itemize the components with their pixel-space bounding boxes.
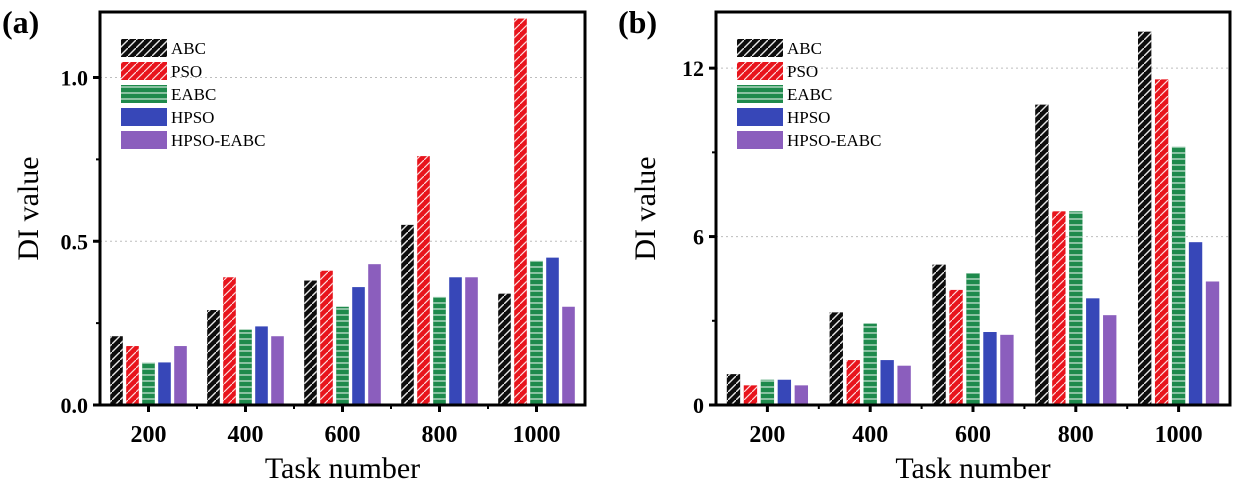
bar-a-abc-400-hatch (207, 310, 220, 405)
bar-a-eabc-1000-hatch (530, 260, 543, 405)
panel-label-b: (b) (618, 4, 657, 40)
bar-b-eabc-1000-hatch (1171, 146, 1186, 405)
bar-a-hpso-eabc-800 (465, 277, 478, 405)
bar-a-pso-1000-hatch (514, 18, 527, 406)
legend-swatch-b-hpso (737, 108, 783, 126)
bar-a-abc-800-hatch (401, 224, 414, 405)
xtick-label-a-200: 200 (131, 422, 167, 448)
bar-b-hpso-eabc-600 (1000, 334, 1014, 405)
bar-b-pso-400-hatch (846, 360, 860, 405)
bar-b-hpso-eabc-1000 (1205, 281, 1220, 405)
ytick-label-b-1: 6 (693, 225, 704, 250)
bar-b-abc-200-hatch (726, 374, 741, 405)
legend-swatch-hatch-b-eabc (737, 85, 783, 103)
bar-b-hpso-eabc-400 (897, 365, 911, 405)
xtick-label-a-800: 800 (422, 422, 458, 448)
bar-b-hpso-eabc-200 (794, 385, 809, 405)
legend-label-a-hpso: HPSO (171, 108, 214, 127)
xtick-label-b-1000: 1000 (1155, 422, 1203, 448)
legend-swatch-a-hpso-eabc (121, 131, 167, 149)
bar-a-eabc-800-hatch (433, 296, 446, 405)
bar-a-eabc-400-hatch (239, 329, 252, 405)
bar-a-hpso-1000 (546, 257, 559, 405)
bar-b-pso-600-hatch (949, 289, 963, 405)
bar-a-pso-200-hatch (126, 346, 139, 405)
bar-b-hpso-600 (983, 332, 997, 405)
bar-b-hpso-1000 (1188, 242, 1203, 405)
bar-a-hpso-eabc-400 (271, 336, 284, 405)
x-axis-title-a: Task number (265, 452, 420, 485)
bar-a-abc-200-hatch (110, 336, 123, 405)
legend-label-a-eabc: EABC (171, 85, 216, 104)
bar-a-hpso-eabc-200 (174, 346, 187, 405)
bar-a-hpso-400 (255, 326, 268, 405)
bar-b-pso-800-hatch (1052, 211, 1066, 405)
panel-a: (a) 0.0 0.5 1.0 200 400 600 800 1000 Task number D… (2, 4, 587, 485)
ytick-label-b-0: 0 (693, 393, 704, 418)
bar-a-abc-1000-hatch (498, 293, 511, 405)
bar-a-hpso-eabc-600 (368, 264, 381, 405)
legend-label-b-hpso-eabc: HPSO-EABC (787, 131, 881, 150)
xtick-label-a-1000: 1000 (513, 422, 561, 448)
bar-b-eabc-800-hatch (1069, 211, 1083, 405)
bar-a-eabc-200-hatch (142, 362, 155, 405)
bar-a-hpso-eabc-1000 (562, 306, 575, 405)
bar-b-abc-400-hatch (829, 312, 843, 405)
bar-b-hpso-eabc-800 (1103, 315, 1117, 405)
x-axis-title-b: Task number (895, 452, 1050, 485)
legend-swatch-hatch-a-abc (121, 39, 167, 57)
legend-label-a-pso: PSO (171, 62, 202, 81)
legend-label-b-pso: PSO (787, 62, 818, 81)
legend-swatch-hatch-a-pso (121, 62, 167, 80)
legend-label-b-eabc: EABC (787, 85, 832, 104)
bar-b-pso-200-hatch (743, 385, 758, 405)
xtick-label-b-200: 200 (749, 422, 785, 448)
xtick-label-a-600: 600 (325, 422, 361, 448)
legend-label-a-hpso-eabc: HPSO-EABC (171, 131, 265, 150)
bar-b-abc-1000-hatch (1137, 31, 1152, 406)
bar-a-abc-600-hatch (304, 280, 317, 405)
bar-a-pso-600-hatch (320, 270, 333, 405)
xtick-label-b-400: 400 (852, 422, 888, 448)
legend-swatch-hatch-b-pso (737, 62, 783, 80)
bar-b-hpso-200 (777, 379, 792, 405)
legend-swatch-hatch-a-eabc (121, 85, 167, 103)
legend-label-b-hpso: HPSO (787, 108, 830, 127)
ytick-label-a-1: 0.5 (61, 229, 89, 254)
legend-swatch-b-hpso-eabc (737, 131, 783, 149)
bar-b-abc-600-hatch (932, 264, 946, 405)
y-axis-title-a: DI value (12, 156, 45, 260)
bar-a-hpso-600 (352, 287, 365, 405)
legend-swatch-a-hpso (121, 108, 167, 126)
y-axis-title-b: DI value (629, 156, 662, 260)
legend-label-b-abc: ABC (787, 39, 822, 58)
bar-a-eabc-600-hatch (336, 306, 349, 405)
bar-a-hpso-800 (449, 277, 462, 405)
legend-swatch-hatch-b-abc (737, 39, 783, 57)
bar-b-eabc-400-hatch (863, 323, 877, 405)
bar-b-eabc-600-hatch (966, 273, 980, 405)
panel-b: (b) 0 6 12 200 400 600 800 1000 Task number DI val… (618, 4, 1232, 485)
bar-b-pso-1000-hatch (1154, 79, 1169, 405)
bar-a-hpso-200 (158, 362, 171, 405)
bar-b-eabc-200-hatch (760, 379, 775, 405)
panel-label-a: (a) (2, 4, 39, 40)
ytick-label-b-2: 12 (682, 56, 704, 81)
ytick-label-a-2: 1.0 (61, 66, 89, 91)
bar-b-hpso-800 (1086, 298, 1100, 405)
ytick-label-a-0: 0.0 (61, 393, 89, 418)
bar-a-pso-400-hatch (223, 277, 236, 405)
xtick-label-a-400: 400 (228, 422, 264, 448)
legend-label-a-abc: ABC (171, 39, 206, 58)
bar-b-hpso-400 (880, 360, 894, 405)
bar-b-abc-800-hatch (1035, 104, 1049, 405)
bar-a-pso-800-hatch (417, 156, 430, 405)
xtick-label-b-800: 800 (1058, 422, 1094, 448)
xtick-label-b-600: 600 (955, 422, 991, 448)
